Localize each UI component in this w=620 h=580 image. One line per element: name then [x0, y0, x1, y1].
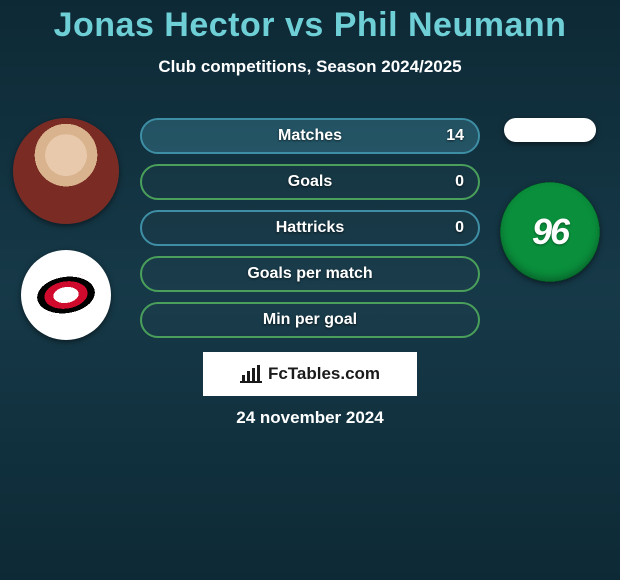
club-96-text: 96 — [532, 211, 568, 253]
player1-photo — [13, 118, 119, 224]
stat-value: 14 — [446, 127, 464, 145]
stat-value: 0 — [455, 219, 464, 237]
comparison-infographic: Jonas Hector vs Phil Neumann Club compet… — [0, 0, 620, 580]
stat-row-matches: Matches 14 — [140, 118, 480, 154]
branding-label: FcTables.com — [268, 364, 380, 384]
stat-row-goals: Goals 0 — [140, 164, 480, 200]
stat-value: 0 — [455, 173, 464, 191]
stat-row-hattricks: Hattricks 0 — [140, 210, 480, 246]
branding-badge: FcTables.com — [203, 352, 417, 396]
stat-row-goals-per-match: Goals per match — [140, 256, 480, 292]
stat-label: Min per goal — [263, 311, 357, 329]
player1-club-badge — [21, 250, 111, 340]
stat-label: Hattricks — [276, 219, 344, 237]
subtitle: Club competitions, Season 2024/2025 — [0, 57, 620, 77]
player2-photo-placeholder — [504, 118, 596, 142]
player1-column — [6, 118, 126, 340]
stat-label: Matches — [278, 127, 342, 145]
bar-chart-icon — [240, 365, 262, 383]
page-title: Jonas Hector vs Phil Neumann — [0, 0, 620, 45]
stat-label: Goals per match — [247, 265, 372, 283]
date-label: 24 november 2024 — [0, 408, 620, 428]
player2-club-badge: 96 — [500, 182, 600, 282]
stat-label: Goals — [288, 173, 332, 191]
stats-panel: Matches 14 Goals 0 Hattricks 0 Goals per… — [140, 118, 480, 338]
hurricane-icon — [32, 271, 101, 320]
stat-row-min-per-goal: Min per goal — [140, 302, 480, 338]
player2-column: 96 — [490, 118, 610, 282]
